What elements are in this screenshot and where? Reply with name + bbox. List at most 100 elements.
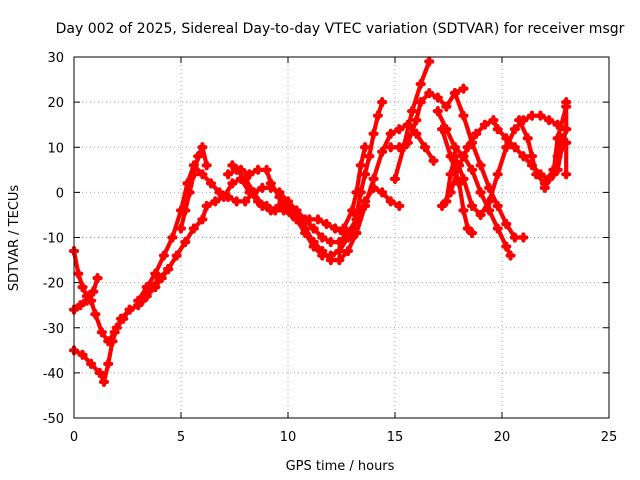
- data-point-marker: [274, 200, 285, 212]
- data-point-marker: [509, 124, 520, 135]
- x-tick-label: 20: [494, 430, 511, 445]
- data-point-marker: [334, 245, 345, 257]
- data-point-marker: [359, 142, 371, 153]
- data-point-marker: [543, 115, 555, 126]
- data-point-marker: [458, 110, 469, 121]
- data-point-marker: [368, 173, 379, 184]
- data-point-marker: [182, 178, 193, 189]
- data-point-marker: [282, 205, 294, 216]
- data-point-marker: [548, 164, 559, 175]
- data-point-marker: [184, 187, 195, 198]
- data-point-marker: [475, 187, 486, 198]
- x-tick-label: 10: [280, 430, 297, 445]
- data-point-marker: [509, 142, 520, 153]
- data-point-marker: [415, 97, 426, 108]
- data-point-marker: [411, 115, 422, 126]
- data-point-marker: [377, 97, 388, 108]
- data-point-marker: [342, 245, 354, 257]
- data-point-marker: [424, 56, 435, 67]
- data-point-marker: [197, 214, 208, 225]
- data-point-marker: [462, 142, 473, 153]
- data-point-marker: [441, 124, 452, 135]
- data-point-marker: [556, 133, 568, 144]
- series-trace-12: [388, 86, 466, 150]
- y-tick-label: 30: [47, 51, 64, 66]
- data-point-marker: [317, 250, 328, 261]
- y-tick-label: -10: [43, 232, 64, 247]
- x-tick-label: 0: [70, 430, 78, 445]
- x-tick-label: 15: [387, 430, 404, 445]
- data-point-marker: [308, 241, 319, 252]
- data-point-marker: [351, 209, 362, 221]
- data-point-marker: [475, 160, 486, 171]
- data-point-marker: [98, 376, 110, 387]
- data-point-marker: [419, 142, 431, 153]
- data-point-marker: [329, 223, 341, 234]
- data-point-marker: [449, 142, 461, 153]
- data-point-marker: [96, 327, 107, 338]
- data-point-marker: [77, 349, 88, 360]
- y-tick-label: -50: [43, 412, 64, 427]
- data-point-marker: [291, 214, 302, 225]
- data-point-marker: [193, 151, 204, 162]
- data-point-marker: [364, 151, 375, 162]
- data-point-marker: [304, 214, 315, 225]
- data-point-marker: [394, 142, 405, 153]
- data-point-marker: [81, 295, 92, 306]
- data-point-marker: [385, 128, 396, 139]
- data-point-marker: [501, 133, 512, 144]
- data-point-marker: [167, 232, 178, 243]
- data-point-marker: [231, 196, 242, 207]
- data-point-marker: [180, 236, 191, 248]
- data-point-marker: [385, 142, 396, 153]
- y-tick-label: -20: [43, 277, 64, 292]
- data-point-marker: [501, 142, 512, 153]
- data-point-marker: [265, 205, 276, 216]
- data-point-marker: [158, 250, 169, 261]
- data-point-marker: [539, 182, 550, 193]
- data-point-marker: [561, 137, 572, 148]
- data-point-marker: [471, 128, 482, 139]
- data-point-marker: [552, 151, 563, 162]
- data-point-marker: [526, 110, 538, 121]
- data-point-marker: [522, 133, 533, 144]
- data-point-marker: [402, 137, 413, 148]
- data-point-marker: [458, 83, 469, 94]
- data-point-marker: [201, 200, 212, 212]
- data-point-marker: [325, 250, 336, 261]
- data-point-marker: [227, 160, 238, 171]
- data-point-marker: [394, 124, 405, 135]
- data-point-marker: [424, 88, 435, 99]
- data-point-marker: [407, 106, 418, 117]
- x-tick-label: 5: [177, 430, 185, 445]
- data-point-marker: [389, 173, 401, 184]
- data-point-marker: [205, 178, 217, 189]
- data-point-marker: [385, 196, 396, 207]
- data-point-marker: [436, 200, 448, 212]
- x-axis-ticks: 0 5 10 15 20 25: [70, 57, 617, 445]
- data-point-marker: [535, 110, 546, 121]
- data-point-marker: [252, 164, 264, 175]
- data-point-marker: [531, 169, 542, 180]
- data-point-marker: [201, 160, 212, 171]
- data-point-marker: [359, 200, 371, 212]
- y-axis-ticks: -50 -40 -30 -20 -10 0 10 20 30: [43, 51, 609, 427]
- data-point-marker: [257, 182, 268, 193]
- data-point-marker: [227, 178, 238, 189]
- data-point-marker: [88, 286, 99, 297]
- data-point-marker: [432, 106, 443, 117]
- data-point-marker: [372, 110, 383, 121]
- data-point-marker: [312, 214, 324, 225]
- data-point-marker: [334, 236, 345, 248]
- data-point-marker: [445, 151, 456, 162]
- data-point-marker: [257, 200, 268, 212]
- data-point-marker: [526, 151, 538, 162]
- data-point-marker: [411, 128, 422, 139]
- data-point-marker: [501, 218, 512, 230]
- data-point-marker: [197, 169, 208, 180]
- data-point-marker: [518, 232, 529, 243]
- data-point-marker: [355, 160, 366, 171]
- data-point-marker: [300, 227, 311, 239]
